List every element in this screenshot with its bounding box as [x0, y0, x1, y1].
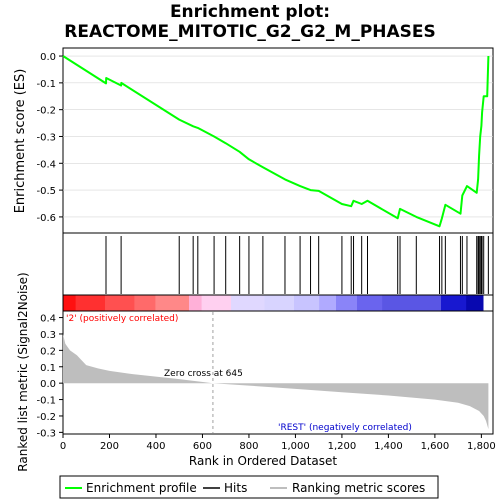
x-tick-label: 1,400 [374, 441, 403, 452]
x-tick-label: 400 [146, 441, 165, 452]
metric-y-tick-label: -0.3 [36, 428, 56, 439]
x-tick-label: 200 [100, 441, 119, 452]
chart-title-line2: REACTOME_MITOTIC_G2_G2_M_PHASES [64, 22, 436, 42]
x-tick-label: 0 [60, 441, 66, 452]
es-panel-frame [62, 47, 494, 234]
rank-color-band [63, 295, 484, 311]
x-tick-label: 1,800 [467, 441, 496, 452]
x-tick-label: 1,200 [328, 441, 357, 452]
metric-y-ticks: 0.4 0.3 0.2 0.1 0.0 -0.1 -0.2 -0.3 [36, 314, 63, 439]
es-panel: 0.0 -0.1 -0.2 -0.3 -0.4 -0.5 -0.6 Enrichment s… [13, 47, 494, 234]
es-y-tick-label: -0.5 [36, 186, 56, 197]
legend-frame [59, 475, 439, 499]
color-band-segment [441, 295, 467, 311]
metric-y-tick-label: 0.2 [40, 346, 56, 357]
metric-panel: 0.4 0.3 0.2 0.1 0.0 -0.1 -0.2 -0.3 '2' (positiv… [16, 272, 494, 472]
legend-entry-hits: Hits [224, 481, 247, 495]
legend: Enrichment profile Hits Ranking metric s… [59, 475, 439, 499]
metric-y-axis-title: Ranked list metric (Signal2Noise) [16, 272, 30, 471]
chart-title: Enrichment plot: REACTOME_MITOTIC_G2_G2_… [0, 2, 500, 42]
es-y-axis-title: Enrichment score (ES) [13, 69, 28, 214]
legend-entry-ranking-metric-scores: Ranking metric scores [292, 481, 425, 495]
color-band-segment [201, 295, 232, 311]
color-band-segment [63, 295, 77, 311]
color-band-segment [382, 295, 442, 311]
x-tick-label: 800 [239, 441, 258, 452]
hits-panel-frame [62, 232, 494, 296]
legend-entry-enrichment-profile: Enrichment profile [86, 481, 197, 495]
es-y-tick-label: 0.0 [40, 52, 56, 63]
metric-y-tick-label: -0.1 [36, 396, 56, 407]
chart-title-line1: Enrichment plot: [169, 2, 331, 22]
hits-panel [62, 232, 494, 296]
metric-y-tick-label: -0.2 [36, 412, 56, 423]
metric-y-tick-label: 0.4 [40, 314, 56, 325]
es-y-tick-label: -0.2 [36, 106, 56, 117]
color-band-segment [105, 295, 135, 311]
color-band-segment [466, 295, 484, 311]
color-band-segment [264, 295, 295, 311]
color-band-segment [155, 295, 190, 311]
color-band-segment [357, 295, 383, 311]
es-y-tick-label: -0.1 [36, 79, 56, 90]
metric-y-tick-label: 0.3 [40, 330, 56, 341]
x-tick-label: 1,600 [421, 441, 450, 452]
x-axis-title: Rank in Ordered Dataset [189, 454, 337, 468]
metric-y-tick-label: 0.1 [40, 363, 56, 374]
color-band-segment [75, 295, 106, 311]
color-band-segment [189, 295, 203, 311]
es-y-ticks: 0.0 -0.1 -0.2 -0.3 -0.4 -0.5 -0.6 [36, 52, 63, 224]
color-band-segment [231, 295, 266, 311]
color-band-segment [134, 295, 156, 311]
metric-panel-frame [62, 310, 494, 435]
metric-area [63, 334, 489, 430]
hit-lines [105, 236, 489, 294]
x-tick-label: 600 [193, 441, 212, 452]
es-gridlines [63, 55, 493, 218]
positive-correlation-label: '2' (positively correlated) [66, 314, 178, 324]
es-y-tick-label: -0.4 [36, 159, 56, 170]
negative-correlation-label: 'REST' (negatively correlated) [278, 423, 412, 433]
color-band-segment [319, 295, 337, 311]
zero-cross-label: Zero cross at 645 [164, 369, 243, 379]
metric-y-tick-label: 0.0 [40, 379, 56, 390]
color-band-segment [336, 295, 358, 311]
x-axis-ticks: 0 200 400 600 800 1,000 1,200 1,400 1,600 1,800 [60, 434, 496, 452]
es-y-tick-label: -0.3 [36, 132, 56, 143]
x-tick-label: 1,000 [281, 441, 310, 452]
color-band-segment [294, 295, 320, 311]
es-y-tick-label: -0.6 [36, 213, 56, 224]
es-line [62, 55, 490, 228]
